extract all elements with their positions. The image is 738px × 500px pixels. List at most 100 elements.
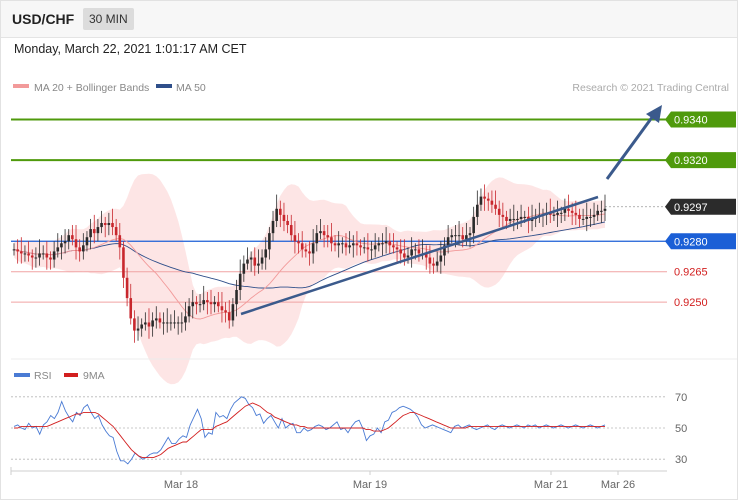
candle-body <box>322 231 326 236</box>
candle-body <box>483 196 486 199</box>
rsi-series-1 <box>14 402 605 459</box>
candle-body <box>257 263 260 266</box>
x-axis-labels: Mar 18 Mar 19 Mar 21 Mar 26 <box>10 467 635 491</box>
candle-body <box>589 216 592 218</box>
candle-body <box>260 257 264 264</box>
candle-body <box>355 243 359 246</box>
candle-body <box>144 322 147 325</box>
candle-body <box>486 198 490 201</box>
support-trendline <box>240 195 599 316</box>
candle-body <box>118 235 122 248</box>
rsi-grid: 70 50 30 <box>11 392 687 466</box>
candle-body <box>103 223 107 226</box>
candle-body <box>165 322 169 324</box>
candle-body <box>293 235 297 242</box>
candle-body <box>351 243 355 246</box>
candle-body <box>578 214 581 219</box>
candle-body <box>563 208 567 213</box>
candle-body <box>406 255 410 258</box>
candle-body <box>34 257 38 259</box>
candle-body <box>202 300 206 305</box>
candle-body <box>395 247 399 250</box>
candle-body <box>585 216 589 219</box>
candle-body <box>180 322 184 324</box>
candle-body <box>413 249 417 251</box>
level-label-support-2: 0.9250 <box>674 297 708 309</box>
candle-body <box>227 312 231 321</box>
candle-body <box>410 249 413 256</box>
candle-body <box>71 235 74 240</box>
candle-body <box>308 251 311 254</box>
candle-body <box>468 233 472 236</box>
candle-body <box>508 218 512 221</box>
candle-body <box>30 255 34 258</box>
candle-body <box>173 322 176 324</box>
timeframe-button[interactable]: 30 MIN <box>83 8 134 30</box>
candle-body <box>512 218 516 220</box>
candle-body <box>242 263 246 274</box>
candle-body <box>326 235 330 238</box>
candle-body <box>359 245 362 248</box>
candle-body <box>461 235 465 240</box>
candle-body <box>140 324 143 329</box>
rsi-series-0 <box>13 396 606 465</box>
candle-body <box>289 225 293 236</box>
candle-body <box>89 229 92 238</box>
candle-body <box>581 218 585 220</box>
candle-body <box>592 214 596 217</box>
candle-body <box>231 304 235 321</box>
candle-body <box>465 235 468 240</box>
candle-body <box>85 237 89 246</box>
chart-header: USD/CHF 30 MIN <box>1 1 737 38</box>
candle-body <box>151 320 154 327</box>
candle-body <box>596 210 600 215</box>
candle-body <box>472 216 475 234</box>
candle-body <box>187 306 191 317</box>
candle-body <box>12 249 16 251</box>
candle-body <box>41 253 45 255</box>
candle-body <box>494 204 497 209</box>
ma50-legend-label: MA 50 <box>176 82 206 94</box>
candle-body <box>428 257 432 264</box>
x-tick-label: Mar 19 <box>353 479 387 491</box>
symbol-label: USD/CHF <box>12 11 75 27</box>
candle-body <box>446 237 450 246</box>
candle-body <box>341 243 344 245</box>
bollinger-band-area <box>14 173 605 385</box>
candle-body <box>600 210 603 212</box>
candle-body <box>27 253 30 256</box>
candle-body <box>198 304 202 306</box>
rsi-lines <box>13 396 606 465</box>
candle-body <box>184 316 187 323</box>
candle-body <box>362 247 366 249</box>
bollinger-bands <box>14 173 605 385</box>
candle-body <box>457 235 461 237</box>
candle-body <box>370 249 373 251</box>
candle-body <box>206 300 209 303</box>
candle-body <box>133 318 136 331</box>
candle-body <box>125 277 129 299</box>
candle-body <box>505 216 508 221</box>
candle-body <box>253 257 257 266</box>
x-tick-label: Mar 26 <box>601 479 635 491</box>
candle-body <box>392 245 395 248</box>
rsi-legend-label: RSI <box>34 370 52 382</box>
candle-body <box>435 261 439 266</box>
candle-body <box>279 208 282 215</box>
candle-body <box>216 302 220 307</box>
trendline-arrow <box>240 105 662 316</box>
candle-body <box>432 263 435 266</box>
candle-body <box>275 208 278 221</box>
x-tick-label: Mar 18 <box>164 479 198 491</box>
candle-body <box>82 245 85 252</box>
candle-body <box>268 233 271 250</box>
candle-body <box>603 208 607 211</box>
candle-body <box>519 216 523 219</box>
candle-body <box>246 259 249 264</box>
candle-body <box>559 212 563 214</box>
level-labels: 0.9340 0.9320 0.9297 0.9280 0.9265 0.9250 <box>665 111 736 309</box>
candle-body <box>213 302 216 305</box>
candle-body <box>381 243 384 245</box>
ma20-legend-swatch <box>13 84 29 88</box>
